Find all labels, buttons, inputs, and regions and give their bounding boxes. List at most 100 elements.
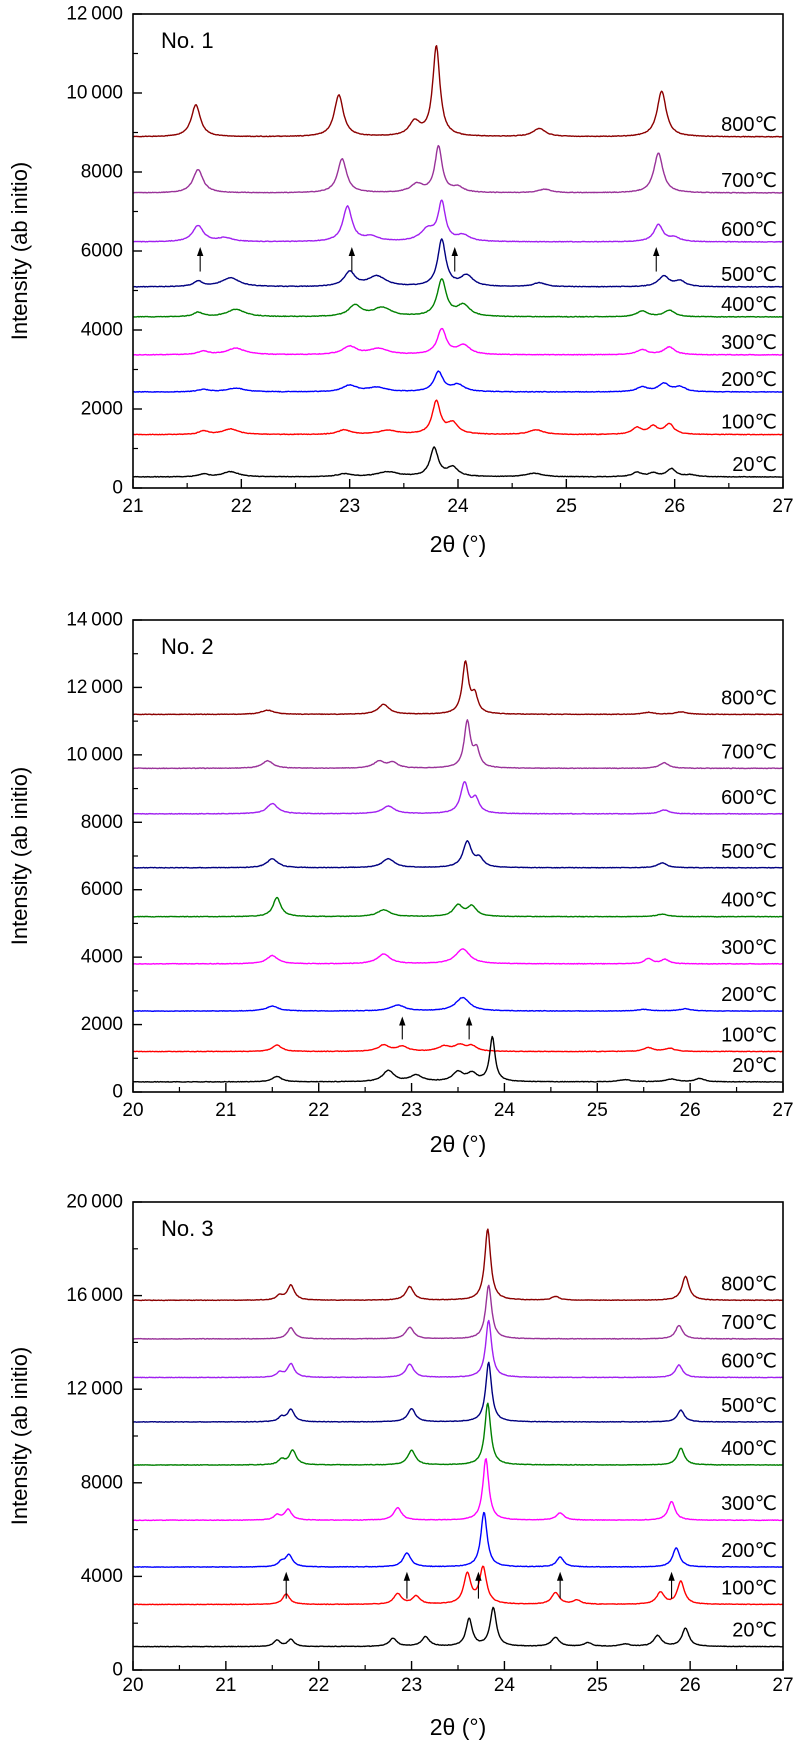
- curve-800c: [133, 1228, 783, 1302]
- y-tick-label: 4000: [81, 947, 123, 968]
- y-tick-label: 8000: [81, 162, 123, 183]
- panel-title: No. 1: [161, 28, 214, 53]
- series-label-20c: 20℃: [732, 454, 777, 476]
- curve-20c: [133, 1606, 783, 1648]
- series-label-20c: 20℃: [732, 1055, 777, 1077]
- annotation-arrow-head: [556, 1571, 564, 1581]
- series-label-400c: 400℃: [721, 890, 777, 912]
- panel-title: No. 2: [161, 634, 214, 659]
- x-tick-label: 23: [401, 1675, 422, 1696]
- y-tick-label: 8000: [81, 1472, 123, 1493]
- curve-300c: [133, 1458, 783, 1522]
- x-tick-label: 22: [308, 1675, 329, 1696]
- series-label-100c: 100℃: [721, 1577, 777, 1599]
- curve-600c: [133, 1319, 783, 1379]
- x-tick-label: 25: [587, 1100, 608, 1121]
- series-label-200c: 200℃: [721, 369, 777, 391]
- x-tick-label: 20: [122, 1100, 143, 1121]
- xrd-chart-no1: 21 22 23 24 25 26 27 0 2000 4000 6000 8000 10 000 12 …: [7, 4, 794, 558]
- curve-700c: [133, 719, 783, 770]
- series-label-20c: 20℃: [732, 1620, 777, 1642]
- curves-group: [133, 1228, 783, 1648]
- x-tick-label: 25: [587, 1675, 608, 1696]
- series-label-700c: 700℃: [721, 170, 777, 192]
- y-tick-label: 8000: [81, 812, 123, 833]
- series-label-400c: 400℃: [721, 1438, 777, 1460]
- y-tick-label: 14 000: [66, 610, 123, 631]
- x-axis-title: 2θ (°): [430, 1131, 487, 1157]
- x-tick-label: 21: [122, 496, 143, 517]
- series-label-700c: 700℃: [721, 741, 777, 763]
- x-tick-label: 21: [215, 1675, 236, 1696]
- series-label-500c: 500℃: [721, 1395, 777, 1417]
- plot-frame: [132, 619, 784, 1093]
- series-label-800c: 800℃: [721, 114, 777, 136]
- series-label-300c: 300℃: [721, 1493, 777, 1515]
- y-axis-title: Intensity (ab initio): [7, 1347, 32, 1526]
- x-tick-label: 22: [308, 1100, 329, 1121]
- x-tick-label: 24: [494, 1100, 516, 1121]
- curve-300c: [133, 327, 783, 356]
- curves-group: [133, 660, 783, 1083]
- panel-no-1: 21 22 23 24 25 26 27 0 2000 4000 6000 8000 10 000 12 …: [0, 0, 799, 575]
- annotation-arrow-head: [465, 1016, 473, 1026]
- series-label-300c: 300℃: [721, 332, 777, 354]
- curve-400c: [133, 1402, 783, 1466]
- annotation-arrow-head: [668, 1571, 675, 1581]
- x-tick-label: 23: [401, 1100, 422, 1121]
- series-label-100c: 100℃: [721, 1025, 777, 1047]
- annotation-arrow-head: [451, 247, 458, 257]
- y-tick-label: 0: [112, 1660, 123, 1681]
- annotation-arrow-head: [403, 1571, 411, 1581]
- panel-no-2: 20 21 22 23 24 25 26 27 0 2000 4000 6000 8000 10 000 1…: [0, 575, 799, 1165]
- y-axis-title: Intensity (ab initio): [7, 767, 32, 946]
- curve-100c: [133, 399, 783, 436]
- curve-100c: [133, 1043, 783, 1053]
- y-tick-label: 10 000: [66, 83, 123, 104]
- x-tick-label: 27: [772, 496, 793, 517]
- series-label-200c: 200℃: [721, 984, 777, 1006]
- curve-600c: [133, 781, 783, 815]
- y-tick-label: 12 000: [66, 677, 123, 698]
- x-tick-label: 27: [772, 1675, 793, 1696]
- curve-20c: [133, 446, 783, 478]
- curve-300c: [133, 948, 783, 965]
- curve-700c: [133, 144, 783, 194]
- curve-500c: [133, 840, 783, 869]
- series-label-600c: 600℃: [721, 1351, 777, 1373]
- series-label-300c: 300℃: [721, 937, 777, 959]
- series-label-100c: 100℃: [721, 412, 777, 434]
- y-axis-title: Intensity (ab initio): [7, 162, 32, 341]
- curve-100c: [133, 1565, 783, 1606]
- plot-frame: [132, 1201, 784, 1671]
- y-tick-label: 6000: [81, 241, 123, 262]
- curve-700c: [133, 1284, 783, 1340]
- y-tick-label: 12 000: [66, 4, 123, 25]
- x-axis-title: 2θ (°): [430, 531, 487, 557]
- annotation-arrow-head: [348, 247, 356, 257]
- y-tick-label: 4000: [81, 320, 123, 341]
- curve-200c: [133, 996, 783, 1012]
- series-label-600c: 600℃: [721, 787, 777, 809]
- annotation-arrow-head: [196, 247, 204, 257]
- curve-600c: [133, 199, 783, 243]
- annotation-arrow-head: [475, 1571, 482, 1581]
- series-label-600c: 600℃: [721, 219, 777, 241]
- series-label-500c: 500℃: [721, 264, 777, 286]
- y-tick-label: 20 000: [66, 1192, 123, 1213]
- y-tick-label: 0: [112, 478, 123, 499]
- x-tick-label: 26: [680, 1100, 701, 1121]
- y-tick-label: 16 000: [66, 1285, 123, 1306]
- series-label-700c: 700℃: [721, 1312, 777, 1334]
- y-tick-label: 2000: [81, 399, 123, 420]
- curve-800c: [133, 45, 783, 138]
- curves-group: [133, 45, 783, 478]
- annotation-arrow-head: [399, 1016, 406, 1026]
- annotation-arrow-head: [283, 1571, 290, 1581]
- curve-500c: [133, 1361, 783, 1423]
- curve-800c: [133, 660, 783, 716]
- curve-20c: [133, 1035, 783, 1083]
- series-label-400c: 400℃: [721, 294, 777, 316]
- curve-500c: [133, 238, 783, 288]
